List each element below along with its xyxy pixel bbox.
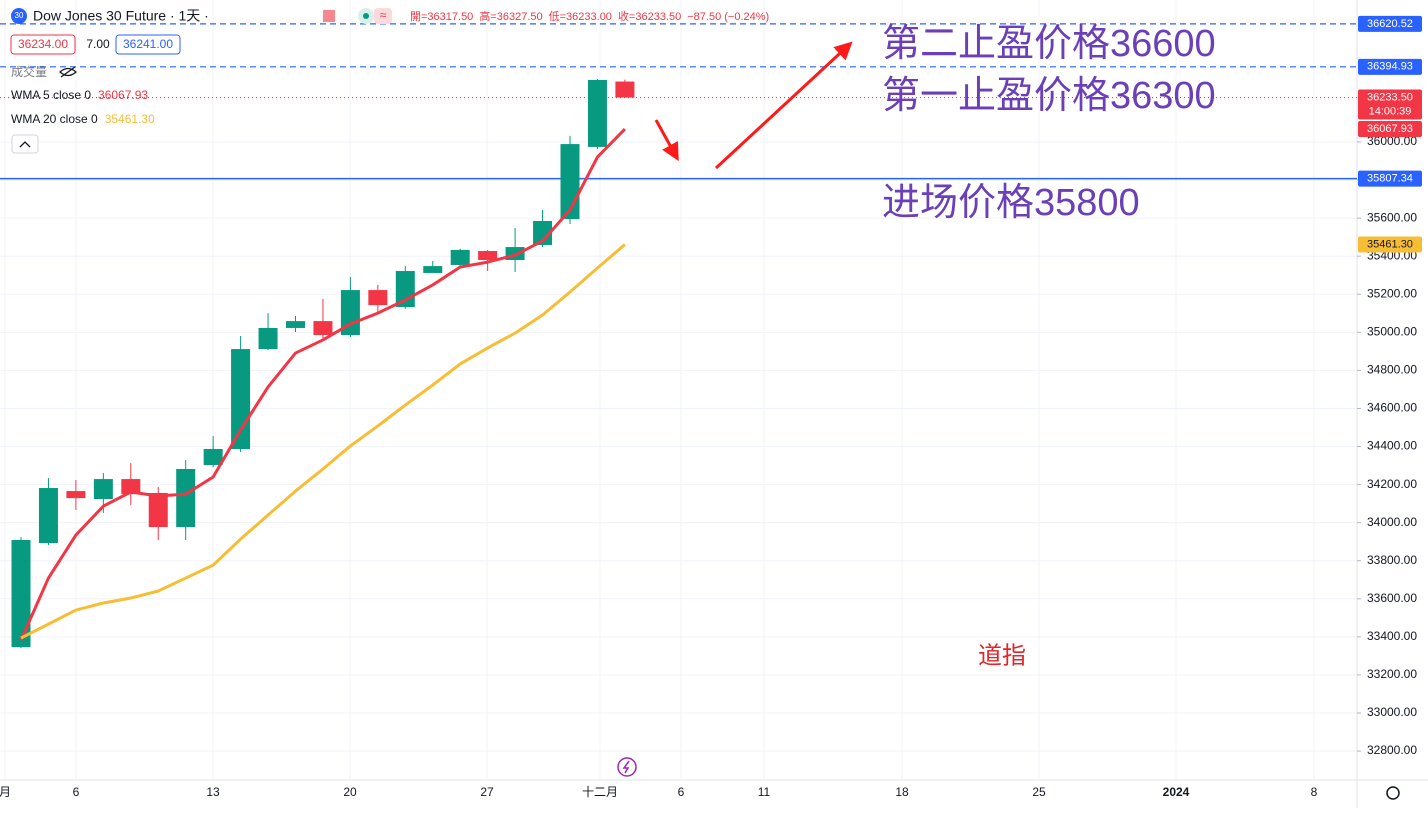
x-tick-label: 25 (1032, 785, 1046, 799)
price-tag-label: 36394.93 (1367, 61, 1413, 73)
price-tag-label: 36620.52 (1367, 18, 1413, 30)
y-tick-label: 32800.00 (1367, 743, 1417, 757)
legend-name: WMA 5 close 0 (11, 88, 91, 102)
candle-body (313, 321, 333, 335)
y-tick-label: 33600.00 (1367, 591, 1417, 605)
flag-icon[interactable] (323, 10, 335, 22)
x-tick-label: 月 (0, 785, 11, 799)
arrow (714, 41, 853, 170)
x-tick-label: 11 (758, 785, 771, 799)
candle-body (286, 321, 305, 328)
candle-body (258, 327, 278, 350)
x-tick-label: 十二月 (582, 785, 618, 799)
events-icon[interactable] (617, 757, 637, 777)
symbol-badge: 30 (15, 11, 24, 20)
candle-body (478, 251, 498, 260)
ohlc-value: 收=36233.50 (618, 9, 681, 23)
x-tick-label: 6 (73, 785, 80, 799)
y-tick-label: 34400.00 (1367, 439, 1417, 453)
x-tick-label: 8 (1311, 785, 1318, 799)
candle-body (93, 479, 113, 500)
candle-body (533, 220, 553, 245)
candle-body (423, 266, 443, 273)
y-tick-label: 34200.00 (1367, 477, 1417, 491)
price-tag (1358, 170, 1422, 187)
price-tag (1358, 89, 1422, 120)
countdown: 14:00:39 (1369, 105, 1412, 117)
y-tick-label: 33400.00 (1367, 629, 1417, 643)
annotation: 道指 (978, 642, 1026, 669)
price-tag (1358, 15, 1422, 32)
annotation: 进场价格35800 (882, 182, 1140, 224)
y-tick-label: 36000.00 (1367, 134, 1417, 148)
bid-box[interactable] (10, 34, 76, 55)
spread: 7.00 (86, 37, 110, 51)
price-tag (1358, 236, 1422, 253)
price-tag-label: 36067.93 (1367, 123, 1413, 135)
events-glyph (622, 760, 630, 774)
y-tick-label: 33200.00 (1367, 667, 1417, 681)
y-tick-label: 34800.00 (1367, 363, 1417, 377)
price-tag-label: 36233.50 (1367, 91, 1413, 103)
ohlc-value: 開=36317.50 (410, 10, 473, 23)
bid: 36234.00 (18, 37, 68, 51)
candle-body (368, 290, 388, 306)
candle-body (450, 249, 470, 265)
price-tag (1358, 58, 1422, 75)
candle-body (38, 488, 58, 544)
alert-icon[interactable] (374, 8, 392, 24)
arrow (654, 119, 679, 162)
legend-value: 35461.30 (105, 112, 155, 126)
symbol-icon (11, 8, 27, 24)
annotation: 第一止盈价格36300 (882, 75, 1216, 117)
candle-body (176, 468, 196, 528)
collapse-button[interactable] (11, 134, 39, 154)
legend-value: 36067.93 (98, 88, 148, 102)
candle-body (340, 290, 360, 335)
y-tick-label: 34000.00 (1367, 515, 1417, 529)
annotation: 第二止盈价格36600 (882, 23, 1216, 65)
candle-body (587, 79, 607, 147)
y-tick-label: 35200.00 (1367, 286, 1417, 300)
candle-body (231, 349, 251, 450)
x-tick-label: 6 (678, 785, 685, 799)
x-tick-label: 18 (895, 785, 909, 799)
indicator-line (19, 128, 626, 641)
price-tag-label: 35807.34 (1367, 173, 1413, 185)
x-tick-label: 13 (206, 785, 220, 799)
ohlc-value: 高=36327.50 (479, 9, 542, 23)
hide-icon[interactable] (59, 66, 77, 78)
candle-body (121, 479, 141, 495)
y-tick-label: 34600.00 (1367, 401, 1417, 415)
candle-body (615, 81, 635, 98)
ask-box[interactable] (115, 34, 181, 55)
price-tag-label: 35461.30 (1367, 238, 1413, 250)
candle-body (66, 491, 86, 499)
y-tick-label: 35000.00 (1367, 324, 1417, 338)
indicator-line (20, 243, 626, 640)
ohlc-value: −87.50 (−0.24%) (687, 11, 769, 23)
x-tick-label: 20 (343, 785, 357, 799)
collapse-icon (19, 141, 31, 148)
y-tick-label: 35600.00 (1367, 210, 1417, 224)
legend-name: WMA 20 close 0 (11, 112, 98, 126)
ohlc-value: 低=36233.00 (549, 10, 612, 23)
y-tick-label: 33000.00 (1367, 705, 1417, 719)
ask: 36241.00 (123, 37, 173, 51)
price-tag (1358, 121, 1422, 138)
volume-label: 成交量 (11, 64, 47, 79)
y-tick-label: 33800.00 (1367, 553, 1417, 567)
candle-body (148, 492, 168, 528)
candle-body (11, 539, 31, 648)
status-dot (363, 13, 369, 19)
chart-title[interactable]: Dow Jones 30 Future · 1天 · (33, 8, 209, 24)
x-tick-label: 27 (480, 785, 494, 799)
settings-icon[interactable] (1386, 786, 1400, 800)
x-tick-label: 2024 (1163, 785, 1190, 799)
alert-icon-glyph: ≈ (380, 8, 387, 22)
candle-body (203, 449, 223, 465)
